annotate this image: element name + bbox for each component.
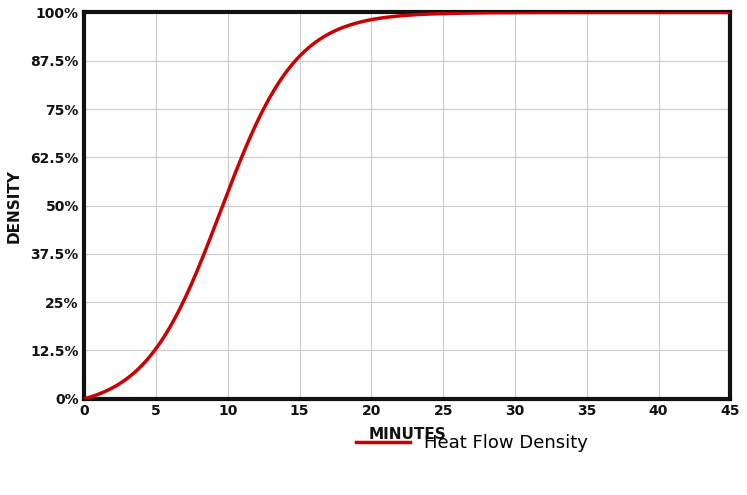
X-axis label: MINUTES: MINUTES (368, 427, 446, 442)
Legend: Heat Flow Density: Heat Flow Density (348, 427, 595, 459)
Y-axis label: DENSITY: DENSITY (7, 169, 22, 243)
